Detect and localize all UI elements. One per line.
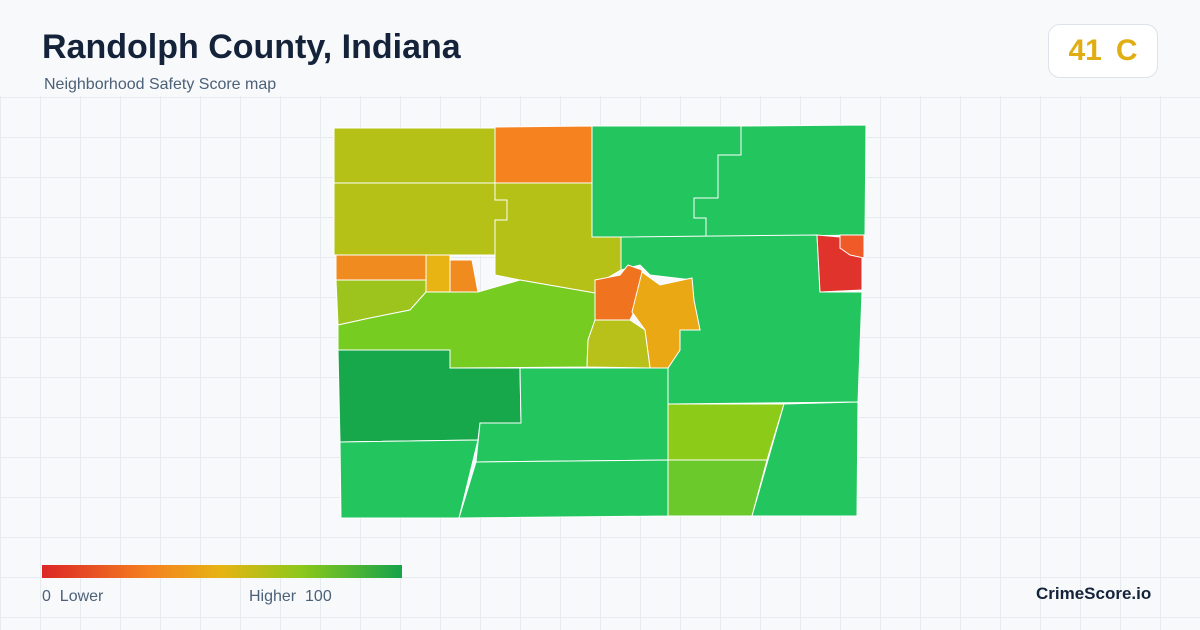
region [667, 403, 785, 461]
legend-max: Higher 100 [249, 588, 332, 606]
region [333, 127, 496, 184]
legend-min-label: Lower [59, 588, 104, 605]
region [693, 124, 867, 238]
region [339, 439, 479, 519]
region [458, 459, 669, 519]
region [667, 459, 768, 517]
subtitle: Neighborhood Safety Score map [44, 76, 277, 93]
region [335, 254, 427, 281]
score: 41 [1068, 34, 1102, 67]
region [333, 182, 508, 256]
legend-min-value: 0 [42, 588, 51, 605]
legend-min: 0 Lower [42, 588, 103, 606]
region [494, 125, 593, 184]
region [631, 271, 701, 369]
title: Randolph County, Indiana [42, 28, 461, 66]
header [0, 0, 1200, 96]
brand: CrimeScore.io [1036, 584, 1152, 603]
region [425, 254, 451, 293]
region [839, 234, 865, 259]
region [449, 259, 479, 293]
grade: C [1115, 34, 1138, 67]
score-badge: 41 C [1048, 24, 1158, 78]
legend-gradient [42, 565, 402, 578]
legend-max-label: Higher [249, 588, 297, 605]
legend-max-value: 100 [305, 588, 332, 605]
region [586, 319, 651, 369]
region [751, 401, 859, 517]
